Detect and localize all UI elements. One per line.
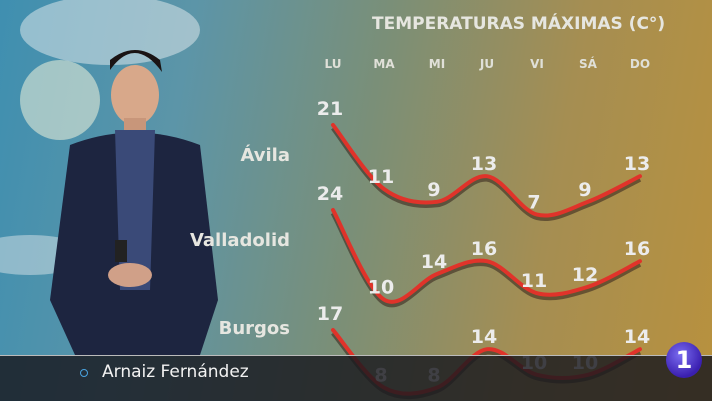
series-line-shadow (331, 126, 642, 222)
series-line (331, 208, 642, 304)
chart-title: TEMPERATURAS MÁXIMAS (C°) (372, 14, 666, 34)
channel-logo: 1 (666, 342, 702, 378)
data-label: 11 (521, 270, 547, 292)
day-label: MI (428, 57, 446, 71)
data-label: 16 (624, 238, 650, 260)
day-label: JU (479, 57, 495, 71)
circle-icon (80, 369, 88, 377)
day-label: SÁ (579, 57, 597, 71)
presenter (50, 50, 218, 355)
day-label: VI (530, 57, 544, 71)
data-label: 17 (317, 303, 343, 325)
presenter-name: Arnaiz Fernández (102, 362, 249, 382)
data-label: 10 (368, 277, 394, 299)
data-label: 7 (527, 192, 540, 214)
data-label: 14 (421, 251, 447, 273)
city-label: Ávila (240, 145, 290, 166)
data-label: 12 (572, 264, 598, 286)
series-line (331, 123, 642, 218)
data-label: 14 (471, 326, 497, 348)
data-label: 9 (427, 179, 440, 201)
city-label: Valladolid (189, 230, 290, 251)
data-label: 13 (624, 153, 650, 175)
lower-third: Arnaiz Fernández (0, 355, 712, 401)
day-label: LU (324, 57, 342, 71)
data-label: 13 (471, 153, 497, 175)
data-label: 21 (317, 98, 343, 120)
day-label: MA (373, 57, 395, 71)
day-label: DO (629, 57, 651, 71)
data-label: 9 (578, 179, 591, 201)
data-label: 14 (624, 326, 650, 348)
data-label: 16 (471, 238, 497, 260)
data-label: 11 (368, 166, 394, 188)
data-label: 24 (317, 183, 343, 205)
city-label: Burgos (218, 318, 290, 339)
